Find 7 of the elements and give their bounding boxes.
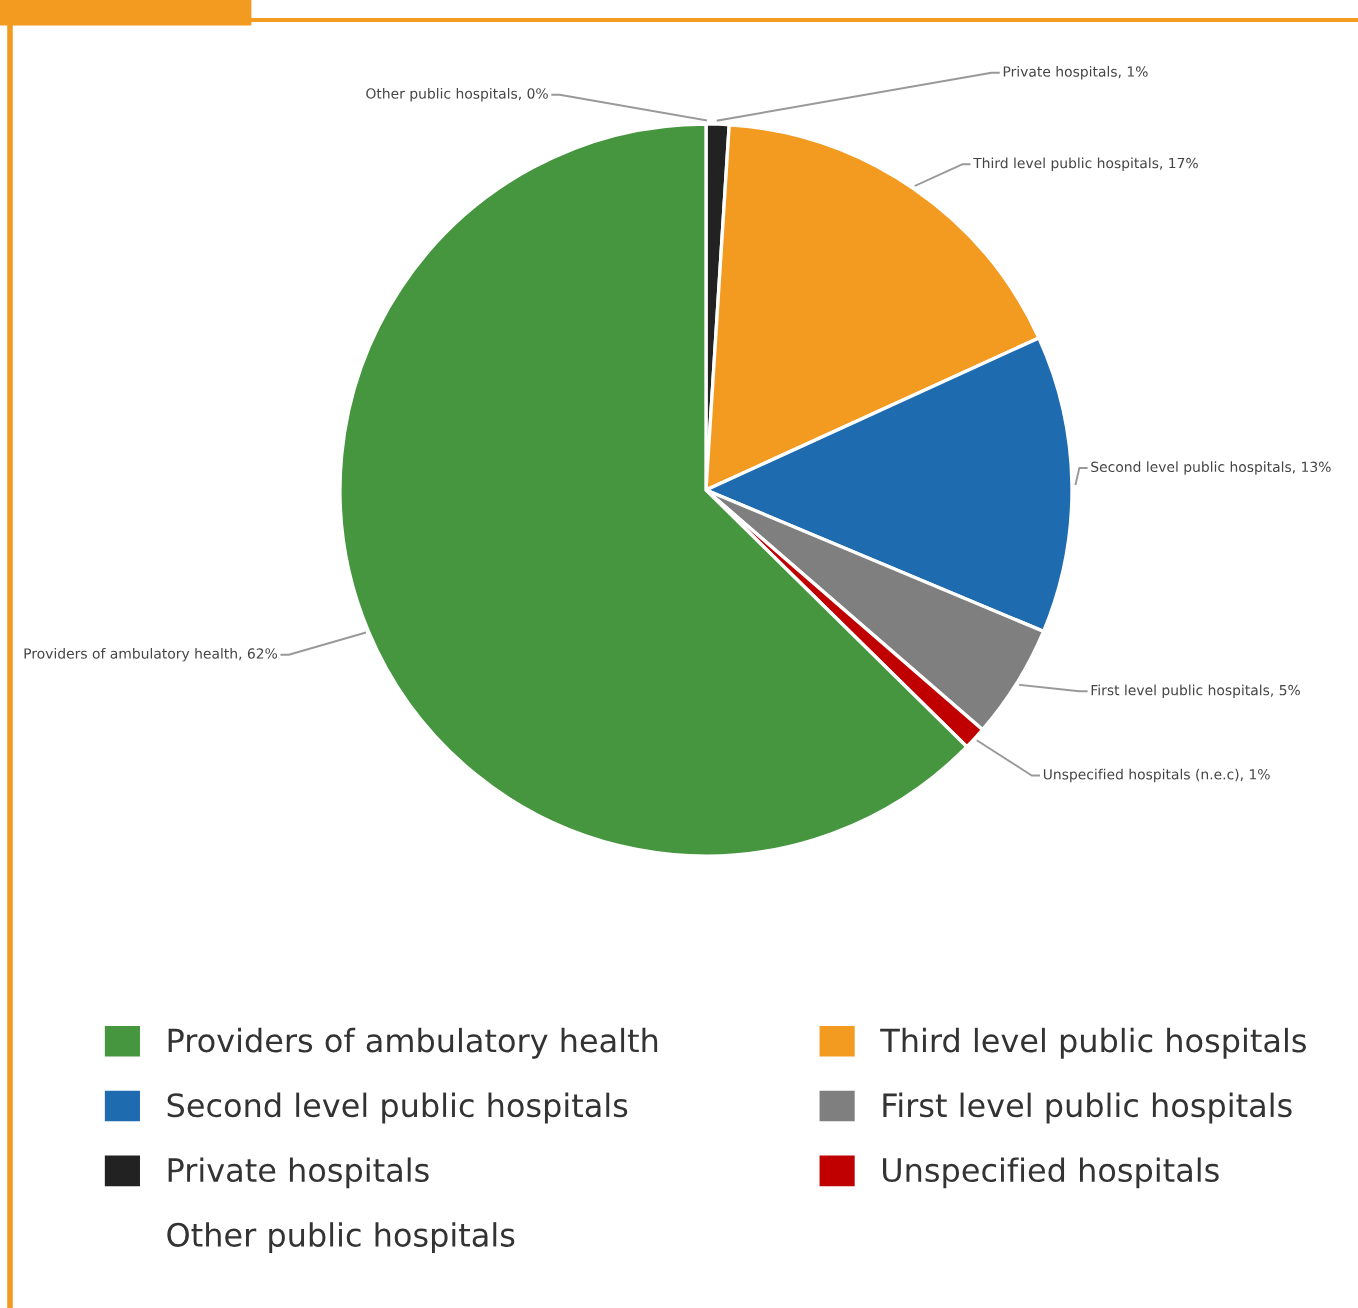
legend-label: Second level public hospitals — [167, 1092, 628, 1124]
legend-label: Third level public hospitals — [880, 1027, 1306, 1059]
legend-label: First level public hospitals — [883, 1092, 1292, 1124]
legend-label: Private hospitals — [168, 1157, 429, 1189]
category-label: Other public hospitals — [167, 1222, 515, 1254]
legend-label: Providers of ambulatory health — [168, 1027, 658, 1059]
legend-label: Unspecified hospitals — [883, 1157, 1219, 1189]
